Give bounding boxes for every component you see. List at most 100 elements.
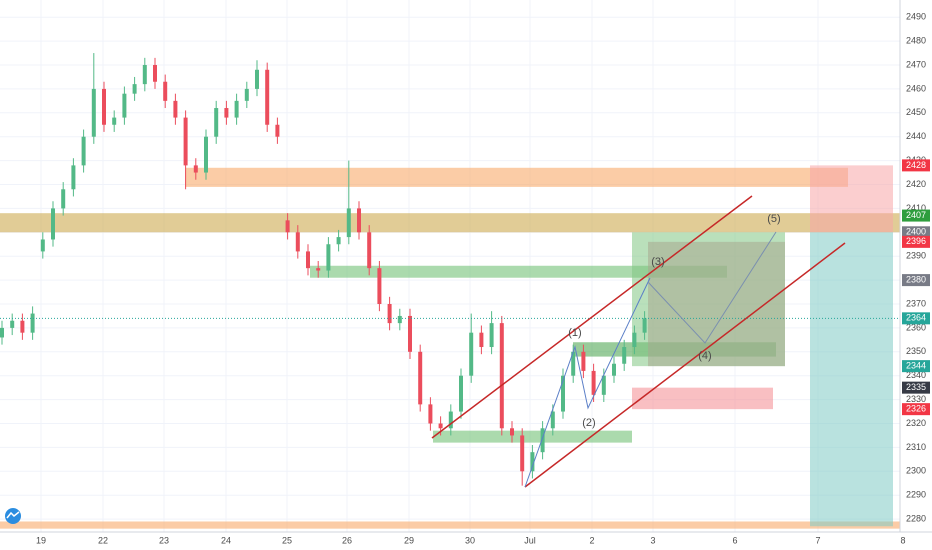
candle-body — [234, 100, 239, 118]
x-tick-label: 23 — [159, 535, 169, 545]
candle-body — [163, 81, 168, 101]
candle-body — [193, 165, 198, 173]
candle-body — [632, 332, 637, 348]
y-tick-label: 2310 — [906, 442, 926, 452]
y-tick-label: 2460 — [906, 83, 926, 93]
candle-body — [265, 69, 270, 125]
y-tick-label: 2440 — [906, 131, 926, 141]
zone — [0, 213, 900, 233]
candle-body — [601, 375, 606, 395]
wave-label: (5) — [767, 213, 780, 225]
candle-body — [642, 318, 647, 333]
candle-body — [142, 65, 147, 85]
logo — [5, 508, 21, 524]
y-tick-label: 2300 — [906, 466, 926, 476]
price-badge — [902, 274, 930, 287]
candle-body — [61, 189, 66, 209]
y-tick-label: 2330 — [906, 394, 926, 404]
candle-body — [295, 232, 300, 252]
channel-lower — [524, 242, 846, 488]
price-badge — [902, 209, 930, 222]
y-tick-label: 2480 — [906, 35, 926, 45]
x-tick-label: 29 — [404, 535, 414, 545]
y-tick-label: 2450 — [906, 107, 926, 117]
candle-body — [346, 208, 351, 238]
candle-body — [173, 100, 178, 118]
candle-body — [275, 124, 280, 137]
zone — [648, 241, 785, 367]
candle-body — [255, 69, 259, 89]
candle-body — [520, 435, 525, 472]
candle-body — [357, 208, 361, 233]
candle-body — [20, 320, 25, 333]
price-badge — [902, 235, 930, 248]
price-badge-label: 2428 — [906, 160, 926, 170]
candle-body — [408, 315, 412, 352]
x-tick-label: 30 — [465, 535, 475, 545]
candle-body — [316, 268, 321, 271]
wave-projection — [647, 231, 777, 344]
candle-body — [377, 268, 382, 304]
x-tick-label: 8 — [900, 535, 905, 545]
candle-body — [326, 244, 331, 271]
price-badge — [902, 381, 930, 394]
y-tick-label: 2350 — [906, 346, 926, 356]
candle-body — [571, 351, 576, 376]
candle-body — [479, 332, 484, 348]
candle-body — [581, 351, 586, 371]
candle-body — [122, 93, 127, 118]
wave-label: (2) — [582, 417, 595, 429]
x-tick-label: 22 — [98, 535, 108, 545]
price-badge — [902, 360, 930, 373]
y-tick-label: 2290 — [906, 490, 926, 500]
candle-body — [499, 323, 504, 429]
logo-mark — [6, 511, 20, 519]
candle-body — [71, 165, 76, 190]
price-badge — [902, 226, 930, 239]
candle-body — [336, 237, 341, 245]
y-tick-label: 2410 — [906, 203, 926, 213]
price-badge-label: 2364 — [906, 313, 926, 323]
x-tick-label: 2 — [589, 535, 594, 545]
price-badge-label: 2344 — [906, 361, 926, 371]
price-badge — [902, 312, 930, 325]
candle-body — [91, 88, 96, 137]
zone — [810, 165, 893, 233]
candle-body — [530, 452, 535, 472]
y-tick-label: 2370 — [906, 298, 926, 308]
candle-body — [306, 251, 310, 269]
price-badge — [902, 159, 930, 172]
candle-body — [540, 428, 545, 453]
candle-body — [81, 136, 86, 166]
price-badge-label: 2400 — [906, 227, 926, 237]
zone — [0, 521, 900, 529]
price-badge-label: 2407 — [906, 210, 926, 220]
candle-body — [204, 136, 208, 173]
candle-body — [510, 428, 514, 436]
candle-body — [469, 332, 474, 376]
zone — [632, 387, 773, 410]
candle-body — [397, 315, 402, 324]
channel-upper — [431, 195, 753, 439]
price-badge — [902, 403, 930, 416]
candle-body — [489, 323, 494, 348]
drawings: (1) (2) (3) (4) (5) — [431, 195, 846, 488]
time-axis — [0, 532, 900, 550]
wave-label: (1) — [568, 327, 581, 339]
candle-body — [418, 351, 423, 405]
candle-body — [132, 84, 137, 94]
x-tick-label: 3 — [650, 535, 655, 545]
x-tick-label: 24 — [221, 535, 231, 545]
price-badge-label: 2396 — [906, 236, 926, 246]
wave-line — [524, 277, 651, 488]
candle-body — [183, 117, 188, 166]
y-tick-label: 2360 — [906, 322, 926, 332]
candles — [0, 53, 900, 486]
candle-body — [153, 65, 157, 82]
x-tick-label: 7 — [815, 535, 820, 545]
zones — [0, 165, 900, 529]
candle-body — [591, 370, 596, 395]
candle-body — [448, 411, 453, 429]
candle-body — [51, 208, 55, 240]
